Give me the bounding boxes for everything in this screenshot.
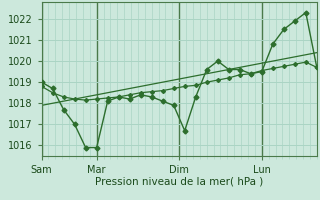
X-axis label: Pression niveau de la mer( hPa ): Pression niveau de la mer( hPa ) bbox=[95, 176, 263, 186]
